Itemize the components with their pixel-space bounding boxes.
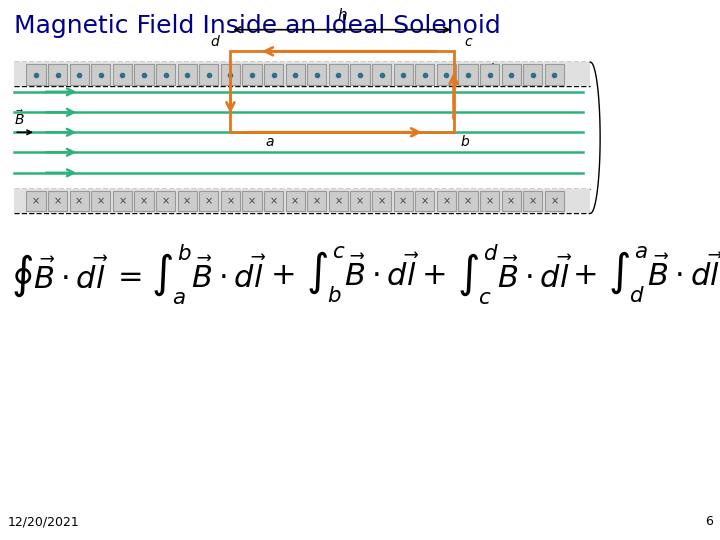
Text: ×: × — [96, 196, 105, 206]
Bar — [329, 64, 348, 85]
Text: ×: × — [507, 196, 516, 206]
Text: c: c — [464, 35, 472, 49]
Bar — [415, 191, 434, 211]
Text: ×: × — [485, 196, 494, 206]
Text: ×: × — [53, 196, 62, 206]
Bar — [459, 64, 477, 85]
Text: ×: × — [550, 196, 559, 206]
Text: ×: × — [420, 196, 429, 206]
Bar — [307, 191, 326, 211]
Bar — [243, 191, 261, 211]
Text: ×: × — [183, 196, 192, 206]
Bar — [48, 64, 67, 85]
Text: 12/20/2021: 12/20/2021 — [7, 515, 79, 528]
Bar — [437, 64, 456, 85]
Bar — [415, 64, 434, 85]
Text: $\vec{B}$: $\vec{B}$ — [14, 110, 25, 128]
Bar — [394, 64, 413, 85]
Bar — [230, 51, 454, 132]
Text: ×: × — [356, 196, 364, 206]
Bar — [307, 64, 326, 85]
Bar — [113, 191, 132, 211]
Text: ×: × — [442, 196, 451, 206]
Text: $\int_a^b \vec{B}\cdot d\vec{l}$: $\int_a^b \vec{B}\cdot d\vec{l}$ — [151, 244, 267, 307]
Text: ×: × — [291, 196, 300, 206]
Bar — [545, 191, 564, 211]
Bar — [286, 64, 305, 85]
Bar — [502, 64, 521, 85]
Bar — [91, 191, 110, 211]
Text: $=$: $=$ — [112, 260, 142, 291]
Bar — [351, 64, 369, 85]
Text: ×: × — [118, 196, 127, 206]
Text: ×: × — [226, 196, 235, 206]
Text: $\int_b^c \vec{B}\cdot d\vec{l}$: $\int_b^c \vec{B}\cdot d\vec{l}$ — [306, 245, 420, 306]
Bar — [372, 64, 391, 85]
Text: $\int_d^a \vec{B}\cdot d\vec{l}$: $\int_d^a \vec{B}\cdot d\vec{l}$ — [608, 245, 720, 306]
Bar — [545, 64, 564, 85]
Bar — [264, 191, 283, 211]
Bar — [135, 64, 153, 85]
Text: ×: × — [399, 196, 408, 206]
Text: ×: × — [204, 196, 213, 206]
Text: ×: × — [528, 196, 537, 206]
Text: $+$: $+$ — [572, 260, 597, 291]
Bar — [329, 191, 348, 211]
Bar — [156, 191, 175, 211]
Text: $\int_c^d \vec{B}\cdot d\vec{l}$: $\int_c^d \vec{B}\cdot d\vec{l}$ — [457, 244, 573, 307]
Bar — [243, 64, 261, 85]
Bar — [113, 64, 132, 85]
Text: ×: × — [377, 196, 386, 206]
Bar — [178, 191, 197, 211]
Bar — [480, 191, 499, 211]
Bar — [351, 191, 369, 211]
Bar — [480, 64, 499, 85]
Bar — [27, 64, 45, 85]
Bar — [135, 191, 153, 211]
Bar — [156, 64, 175, 85]
Bar — [264, 64, 283, 85]
Text: ×: × — [464, 196, 472, 206]
Text: ×: × — [248, 196, 256, 206]
Bar — [14, 62, 590, 86]
Text: 6: 6 — [705, 515, 713, 528]
Text: i: i — [490, 63, 493, 77]
Text: ×: × — [161, 196, 170, 206]
Bar — [27, 191, 45, 211]
Text: h: h — [337, 8, 347, 23]
Bar — [199, 64, 218, 85]
Bar — [437, 191, 456, 211]
Text: ×: × — [334, 196, 343, 206]
Bar — [523, 191, 542, 211]
Text: Magnetic Field Inside an Ideal Solenoid: Magnetic Field Inside an Ideal Solenoid — [14, 14, 501, 37]
Text: ×: × — [32, 196, 40, 206]
Bar — [372, 191, 391, 211]
Bar — [221, 64, 240, 85]
Bar — [394, 191, 413, 211]
Bar — [286, 191, 305, 211]
Text: $+$: $+$ — [421, 260, 446, 291]
Text: $\oint \vec{B}\cdot d\vec{l}$: $\oint \vec{B}\cdot d\vec{l}$ — [11, 252, 109, 299]
Text: d: d — [211, 35, 220, 49]
Bar — [91, 64, 110, 85]
Text: b: b — [461, 135, 469, 149]
Bar — [502, 191, 521, 211]
Text: a: a — [265, 135, 274, 149]
Text: ×: × — [312, 196, 321, 206]
Text: $+$: $+$ — [270, 260, 294, 291]
Bar — [523, 64, 542, 85]
Text: ×: × — [269, 196, 278, 206]
Text: ×: × — [140, 196, 148, 206]
Bar — [178, 64, 197, 85]
Bar — [199, 191, 218, 211]
Bar — [70, 191, 89, 211]
Bar — [70, 64, 89, 85]
Bar — [14, 189, 590, 213]
Bar — [459, 191, 477, 211]
Text: ×: × — [75, 196, 84, 206]
Bar — [48, 191, 67, 211]
Bar — [221, 191, 240, 211]
